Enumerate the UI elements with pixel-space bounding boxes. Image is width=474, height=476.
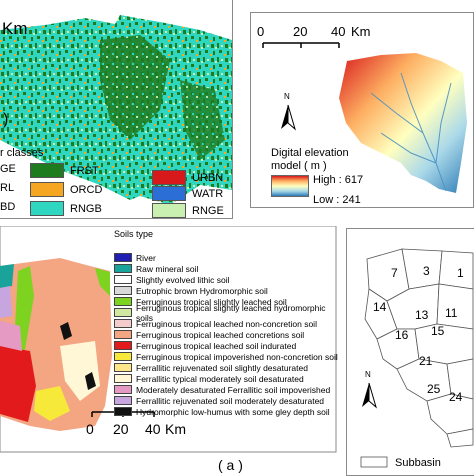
landuse-map (0, 15, 232, 205)
soil-legend-item: Ferruginous tropical leached concretions… (114, 330, 304, 340)
subbasin-number: 11 (445, 306, 458, 320)
elevation-low-label: Low : 241 (313, 194, 361, 206)
panel-label: ( a ) (218, 457, 243, 473)
elevation-map (262, 42, 467, 193)
subbasin-legend-label: Subbasin (395, 457, 441, 469)
subbasin-number: 7 (391, 266, 398, 280)
scale-unit: Km (165, 421, 186, 437)
north-label: N (365, 370, 371, 379)
legend-swatch (152, 170, 186, 185)
soil-zone-pink (0, 321, 22, 351)
legend-swatch (30, 182, 64, 197)
soil-legend-item: Raw mineral soil (114, 264, 198, 274)
soil-map (0, 226, 337, 453)
elevation-legend-ramp (271, 175, 309, 197)
subbasin-number: 24 (449, 390, 463, 404)
subbasin-legend-swatch (360, 456, 388, 468)
subbasin-number: 21 (419, 354, 433, 368)
elevation-high-label: High : 617 (313, 174, 364, 186)
subbasin-number: 13 (415, 308, 429, 322)
soil-legend-item: Ferruginous tropical slightly leached hy… (114, 303, 338, 323)
soil-legend-item: Ferruginous tropical leached soil indura… (114, 341, 296, 351)
landuse-forest-zone (100, 35, 170, 140)
subbasin-map (360, 248, 474, 468)
subbasin-polygons (364, 248, 474, 448)
landuse-cut-code: BD (0, 201, 16, 213)
soil-legend-title: Soils type (114, 229, 154, 239)
landuse-legend-item: FRST (30, 163, 99, 178)
soil-legend-item: Moderately desaturated Ferrallitic soil … (114, 385, 330, 395)
soil-legend-item: Ferruginous tropical impoverished non-co… (114, 352, 338, 362)
landuse-forest-zone-east (180, 80, 225, 160)
north-arrow-icon (281, 104, 296, 131)
landuse-legend-title: r classes (0, 147, 44, 159)
landuse-cut-code: GE (0, 163, 16, 175)
subbasin-number: 14 (373, 300, 387, 314)
scale-tick-label: 20 (113, 421, 129, 437)
soil-legend-item: Ferruginous tropical slightly leached so… (114, 297, 287, 307)
landuse-panel-label: ) (3, 111, 9, 128)
elevation-map-panel: 0 20 40 Km N Digital elevation model ( m… (250, 12, 474, 208)
elevation-legend-title: Digital elevation model ( m ) (271, 147, 349, 172)
landuse-legend-item: URBN (152, 170, 223, 185)
soil-legend-item: Hydromorphic low-humus with some gley de… (114, 407, 330, 417)
subbasin-number: 25 (427, 382, 441, 396)
soil-zone-green-east (95, 268, 110, 296)
scale-unit: Km (351, 24, 371, 39)
soil-zone-black-2 (85, 372, 96, 390)
landuse-scale-unit: Km (2, 19, 28, 38)
soil-zone-yellow (34, 386, 70, 421)
soil-zone-lavender (0, 286, 12, 318)
elevation-surface (339, 53, 467, 193)
soil-legend-item: Ferrallitic typical moderately soil desa… (114, 374, 304, 384)
subbasin-number: 15 (431, 324, 445, 338)
scale-tick-label: 40 (331, 24, 346, 39)
scale-tick-label: 0 (86, 421, 94, 437)
landuse-cut-code: RL (0, 182, 15, 194)
soil-legend-item: Ferrallitic rejuvenated soil slightly de… (114, 363, 308, 373)
legend-swatch (152, 186, 186, 201)
soil-legend-item: Eutrophic brown Hydromorphic soil (114, 286, 268, 296)
north-label: N (284, 92, 290, 101)
scale-tick-label: 40 (145, 421, 161, 437)
soil-legend-item: Slightly evolved lithic soil (114, 275, 230, 285)
subbasin-map-panel: 7 3 1 14 13 11 15 16 21 25 24 N Subbasin (346, 228, 474, 476)
subbasin-number: 16 (395, 328, 409, 342)
soil-zone-red (0, 346, 36, 422)
subbasin-number: 1 (457, 266, 464, 280)
subbasin-number: 3 (423, 264, 430, 278)
soil-zone-teal (0, 264, 14, 288)
scale-tick-label: 0 (257, 24, 265, 39)
soil-legend-item: River (114, 253, 156, 263)
drainage-network (370, 72, 452, 192)
north-arrow-icon (362, 382, 377, 409)
soil-legend-item: Ferruginous tropical leached non-concret… (114, 319, 317, 329)
soil-legend-item: Ferrallitic rejuvenated soil moderately … (114, 396, 324, 406)
legend-swatch (30, 163, 64, 178)
scale-tick-label: 20 (293, 24, 308, 39)
legend-swatch (30, 201, 64, 216)
legend-swatch (152, 203, 186, 218)
landuse-legend-item: RNGB (30, 201, 102, 216)
landuse-legend-item: RNGE (152, 203, 224, 218)
landuse-legend-item: WATR (152, 186, 223, 201)
landuse-map-panel: Km ) r classes GE RL BD FRST ORCD RNGB U… (0, 0, 233, 219)
soil-zone-black (60, 322, 72, 340)
soil-map-panel: Soils type River Raw mineral soil Slight… (0, 226, 338, 474)
landuse-legend-item: ORCD (30, 182, 102, 197)
